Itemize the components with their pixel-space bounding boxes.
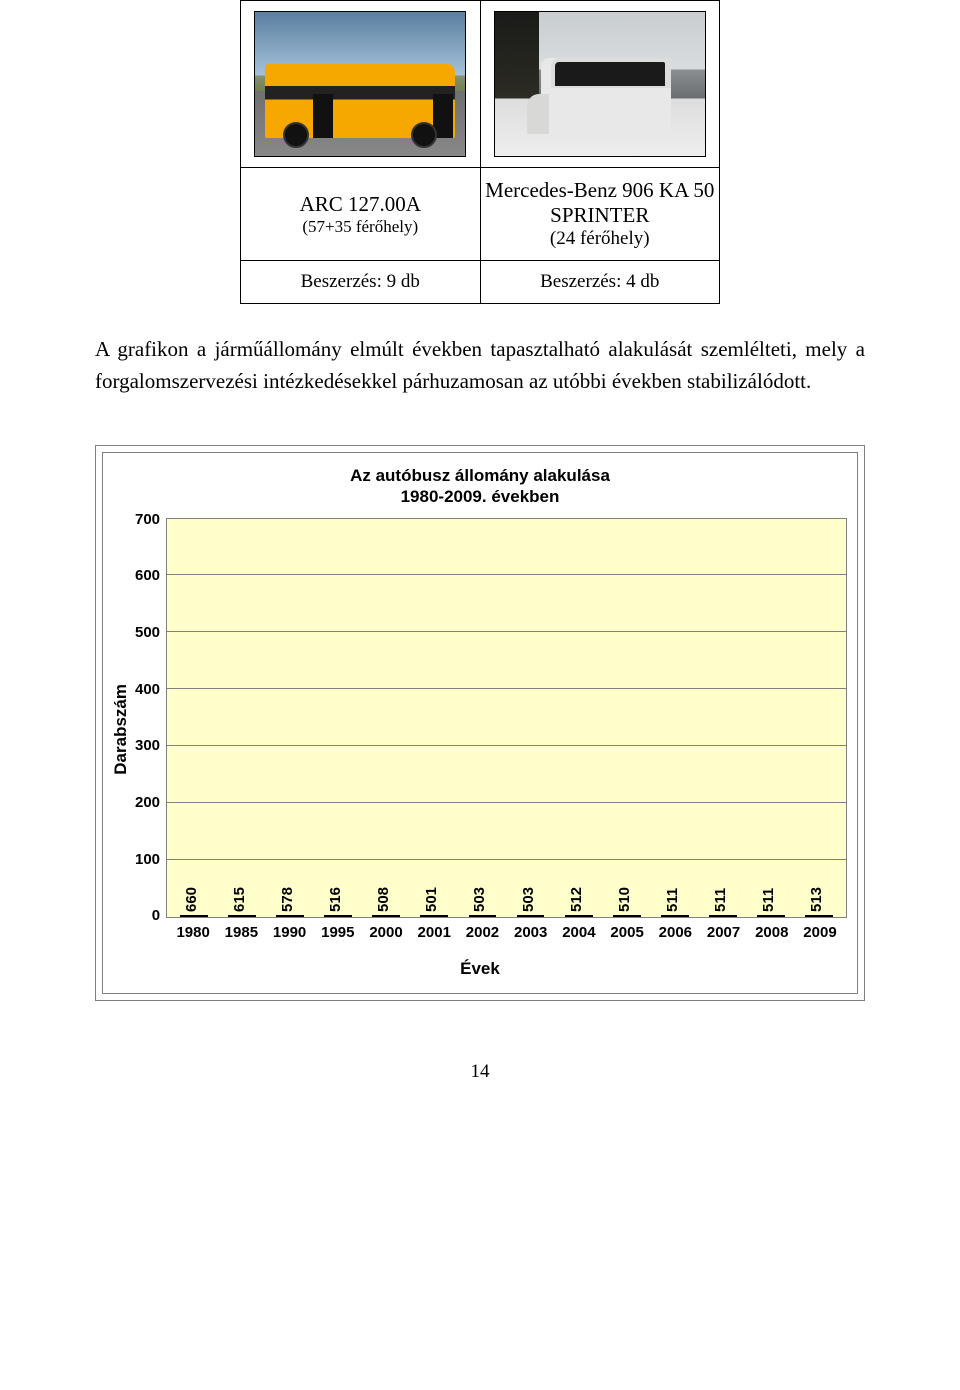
ytick-label: 100 [135, 851, 160, 868]
bar-value-label: 508 [375, 886, 392, 911]
bar-value-label: 511 [712, 887, 729, 911]
bar-value-label: 578 [279, 886, 296, 911]
gridline [167, 745, 846, 746]
gridline [167, 802, 846, 803]
bar: 660 [180, 915, 208, 917]
gridline [167, 518, 846, 519]
vehicle-right-label: Mercedes-Benz 906 KA 50 SPRINTER (24 fér… [480, 168, 720, 261]
bar-value-label: 516 [327, 886, 344, 911]
bar: 615 [228, 915, 256, 917]
chart-inner-frame: Az autóbusz állomány alakulása 1980-2009… [102, 452, 858, 994]
xtick-label: 2008 [748, 924, 796, 941]
vehicle-photo-right [480, 1, 720, 168]
bar-value-label: 513 [808, 886, 825, 911]
xtick-label: 1995 [314, 924, 362, 941]
xtick-label: 2005 [603, 924, 651, 941]
bar: 503 [469, 915, 497, 917]
bar-value-label: 511 [760, 887, 777, 911]
chart-plot-area: 660 615 578 516 508 501 503 503 512 510 511 511 511 5… [166, 518, 847, 918]
bar-value-label: 510 [616, 886, 633, 911]
chart-ylabel: Darabszám [109, 684, 133, 775]
bar: 513 [805, 915, 833, 917]
vehicle-right-name: Mercedes-Benz 906 KA 50 SPRINTER [485, 178, 716, 228]
bar-value-label: 503 [471, 886, 488, 911]
vehicle-photo-left [241, 1, 481, 168]
gridline [167, 688, 846, 689]
gridline [167, 859, 846, 860]
bar-slot: 510 [603, 915, 651, 917]
xtick-label: 2003 [507, 924, 555, 941]
bar-slot: 578 [266, 915, 314, 917]
bar-slot: 503 [458, 915, 506, 917]
ytick-label: 700 [135, 511, 160, 528]
bar-value-label: 501 [423, 886, 440, 911]
bar: 511 [709, 915, 737, 917]
xtick-label: 1985 [217, 924, 265, 941]
bar-value-label: 660 [183, 886, 200, 911]
bar-value-label: 512 [568, 886, 585, 911]
bar-slot: 501 [410, 915, 458, 917]
bar: 501 [420, 915, 448, 917]
vehicle-right-capacity: (24 férőhely) [485, 228, 716, 250]
xtick-label: 2007 [699, 924, 747, 941]
bar: 510 [613, 915, 641, 917]
bar-value-label: 615 [231, 886, 248, 911]
bar-slot: 516 [314, 915, 362, 917]
ytick-label: 600 [135, 567, 160, 584]
bar-slot: 511 [747, 915, 795, 917]
bar-slot: 511 [651, 915, 699, 917]
body-paragraph: A grafikon a járműállomány elmúlt évekbe… [95, 334, 865, 397]
xtick-label: 1980 [169, 924, 217, 941]
xtick-label: 2002 [458, 924, 506, 941]
bar: 578 [276, 915, 304, 917]
bar: 512 [565, 915, 593, 917]
ytick-label: 200 [135, 794, 160, 811]
bar: 508 [372, 915, 400, 917]
chart-yaxis: 0 100 200 300 400 500 600 700 [133, 511, 166, 925]
gridline [167, 574, 846, 575]
ytick-label: 0 [135, 907, 160, 924]
bar: 503 [517, 915, 545, 917]
bar-slot: 511 [699, 915, 747, 917]
chart-title: Az autóbusz állomány alakulása 1980-2009… [103, 453, 857, 518]
vehicle-table: ARC 127.00A (57+35 férőhely) Mercedes-Be… [240, 0, 720, 304]
chart-outer-frame: Az autóbusz állomány alakulása 1980-2009… [95, 445, 865, 1001]
vehicle-left-capacity: (57+35 férőhely) [245, 217, 476, 237]
page-number: 14 [95, 1061, 865, 1083]
vehicle-right-procurement: Beszerzés: 4 db [480, 261, 720, 304]
xtick-label: 1990 [265, 924, 313, 941]
bar-slot: 615 [218, 915, 266, 917]
bar: 511 [661, 915, 689, 917]
ytick-label: 300 [135, 737, 160, 754]
vehicle-left-label: ARC 127.00A (57+35 férőhely) [241, 168, 481, 261]
chart-xlabel: Évek [103, 941, 857, 993]
bar-slot: 503 [506, 915, 554, 917]
xtick-label: 2001 [410, 924, 458, 941]
bar-value-label: 511 [664, 887, 681, 911]
bar-slot: 512 [555, 915, 603, 917]
xtick-label: 2000 [362, 924, 410, 941]
bar-value-label: 503 [520, 886, 537, 911]
xtick-label: 2009 [796, 924, 844, 941]
xtick-label: 2006 [651, 924, 699, 941]
bar: 511 [757, 915, 785, 917]
chart-xaxis: 1980198519901995200020012002200320042005… [166, 918, 847, 941]
vehicle-left-procurement: Beszerzés: 9 db [241, 261, 481, 304]
ytick-label: 500 [135, 624, 160, 641]
bar-slot: 513 [795, 915, 843, 917]
bar: 516 [324, 915, 352, 917]
bar-slot: 508 [362, 915, 410, 917]
ytick-label: 400 [135, 681, 160, 698]
vehicle-left-name: ARC 127.00A [245, 192, 476, 217]
gridline [167, 631, 846, 632]
xtick-label: 2004 [555, 924, 603, 941]
bar-slot: 660 [170, 915, 218, 917]
